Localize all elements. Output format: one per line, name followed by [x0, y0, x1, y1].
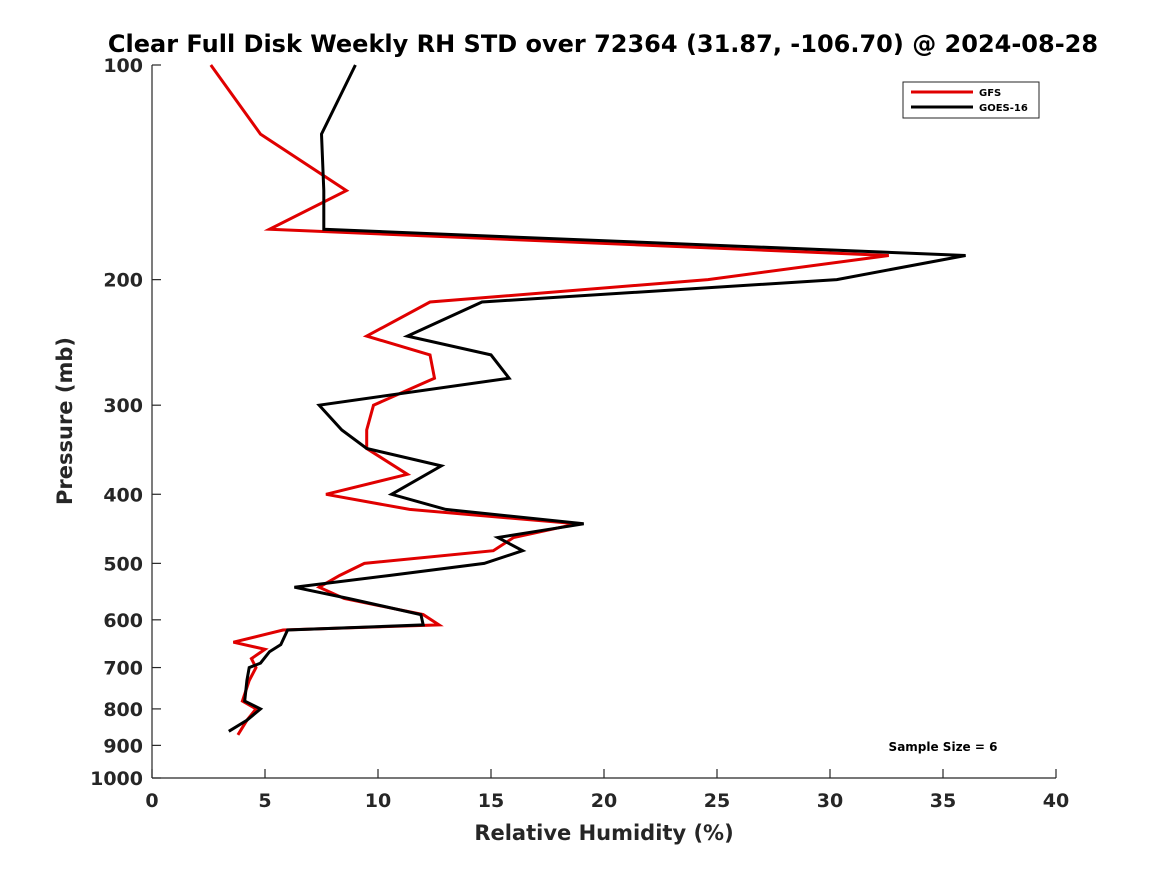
y-tick-label: 200	[103, 270, 143, 292]
x-tick-label: 10	[365, 790, 391, 812]
series-line-2	[228, 64, 966, 733]
y-tick-label: 500	[103, 553, 143, 575]
y-tick-label: 100	[103, 55, 143, 77]
sample-size-annotation: Sample Size = 6	[889, 740, 998, 754]
x-tick-label: 30	[817, 790, 843, 812]
legend: GFS GOES-16	[902, 81, 1040, 119]
y-tick-label: 400	[103, 484, 143, 506]
y-tick-label: 600	[103, 610, 143, 632]
y-tick-label: 300	[103, 395, 143, 417]
x-tick-label: 40	[1043, 790, 1069, 812]
series-line-1	[209, 64, 889, 736]
y-tick-label: 900	[103, 735, 143, 757]
y-axis-label: Pressure (mb)	[53, 337, 77, 505]
x-tick-label: 0	[145, 790, 158, 812]
x-axis-label: Relative Humidity (%)	[474, 821, 733, 845]
x-tick-label: 5	[258, 790, 271, 812]
y-tick-label: 1000	[90, 768, 143, 790]
x-tick-label: 25	[704, 790, 730, 812]
series-layer	[209, 64, 966, 736]
legend-label-2: GOES-16	[979, 103, 1028, 114]
y-tick-label: 700	[103, 658, 143, 680]
y-tick-label: 800	[103, 699, 143, 721]
axes-layer	[151, 65, 1056, 779]
chart-title: Clear Full Disk Weekly RH STD over 72364…	[108, 30, 1098, 58]
x-tick-label: 35	[930, 790, 956, 812]
x-tick-label: 20	[591, 790, 617, 812]
legend-box	[902, 81, 1040, 119]
legend-label-1: GFS	[979, 88, 1001, 99]
x-tick-label: 15	[478, 790, 504, 812]
ticks-layer: 0 5 10 15 20 25 30 35 40 100 200 300 400 500 600 700 800…	[90, 55, 1069, 812]
